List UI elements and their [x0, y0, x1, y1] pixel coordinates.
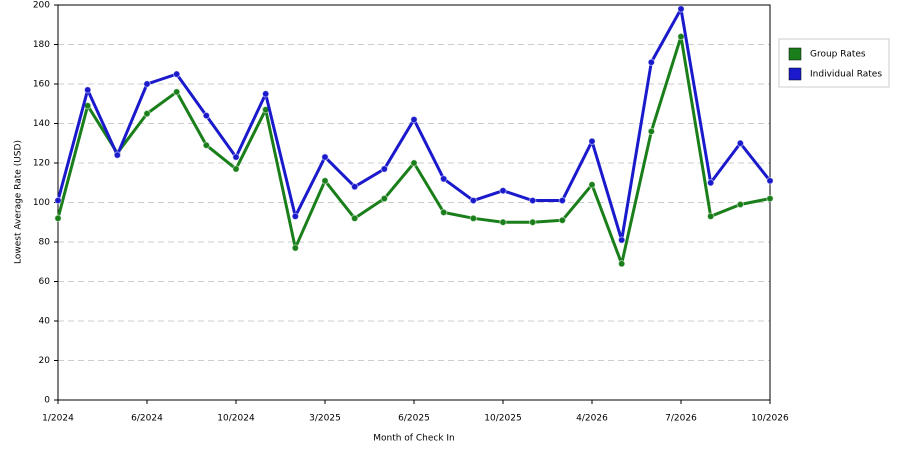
data-point [202, 111, 211, 120]
data-point [380, 194, 389, 203]
data-point [558, 196, 567, 205]
data-point [54, 196, 62, 205]
x-tick-label: 4/2026 [576, 414, 608, 424]
x-tick-label: 6/2024 [131, 414, 163, 424]
data-point [232, 165, 240, 173]
y-axis-title: Lowest Average Rate (USD) [14, 140, 24, 264]
data-point [617, 236, 626, 244]
x-tick-label: 1/2024 [42, 414, 74, 424]
data-point [528, 196, 537, 205]
data-point [588, 181, 596, 189]
data-point [766, 177, 774, 185]
x-tick-label: 6/2025 [398, 414, 430, 424]
data-point [558, 216, 567, 224]
data-point [706, 212, 715, 221]
data-point [350, 183, 359, 191]
legend-label: Individual Rates [810, 70, 882, 80]
data-point [736, 200, 745, 209]
y-tick-label: 120 [33, 159, 50, 169]
y-tick-label: 100 [33, 198, 50, 208]
data-point [677, 5, 685, 13]
data-point [588, 137, 596, 145]
data-point [232, 153, 240, 161]
x-tick-label: 7/2026 [665, 414, 697, 424]
legend-swatch [788, 67, 802, 81]
data-point [706, 179, 715, 187]
x-tick-label: 10/2026 [751, 414, 789, 424]
data-point [380, 165, 389, 173]
x-axis-title: Month of Check In [373, 434, 455, 444]
data-point [172, 88, 181, 96]
series-line [56, 7, 772, 242]
data-point [261, 90, 270, 98]
data-point [469, 196, 478, 205]
x-tick-label: 10/2024 [217, 414, 255, 424]
data-point [291, 212, 300, 221]
data-point [439, 175, 448, 183]
data-point [143, 109, 151, 118]
y-tick-label: 60 [39, 277, 51, 287]
data-point [321, 177, 329, 185]
data-point [647, 127, 656, 136]
y-tick-label: 80 [39, 238, 51, 248]
data-point [143, 80, 151, 88]
data-point [113, 151, 122, 159]
data-point [321, 153, 329, 161]
legend-swatch [788, 47, 802, 61]
data-point [736, 139, 745, 147]
series-line [56, 35, 771, 266]
y-tick-label: 160 [33, 80, 50, 90]
data-point [647, 58, 656, 66]
data-point [528, 218, 537, 226]
data-point [54, 214, 62, 223]
data-point [469, 214, 478, 223]
data-point [499, 186, 507, 195]
y-tick-label: 180 [33, 40, 50, 50]
data-point [350, 214, 359, 223]
y-tick-label: 0 [44, 396, 50, 406]
legend-label: Group Rates [810, 50, 866, 60]
x-tick-label: 10/2025 [484, 414, 521, 424]
data-point [617, 260, 626, 268]
y-tick-label: 200 [33, 1, 50, 11]
y-tick-label: 40 [39, 317, 51, 327]
data-point [677, 32, 685, 41]
data-point [410, 115, 418, 124]
data-point [83, 86, 92, 94]
y-tick-label: 20 [39, 356, 51, 366]
data-point [291, 244, 300, 252]
data-point [172, 70, 181, 78]
data-point [499, 218, 507, 226]
data-point [439, 208, 448, 217]
data-point [202, 141, 211, 149]
x-tick-label: 3/2025 [309, 414, 341, 424]
data-point [410, 159, 418, 167]
y-tick-label: 140 [33, 119, 50, 129]
data-point [766, 194, 774, 203]
